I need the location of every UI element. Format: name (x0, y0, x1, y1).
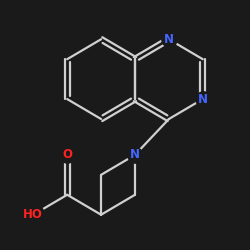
Text: N: N (164, 33, 174, 46)
Text: O: O (62, 148, 72, 162)
Text: HO: HO (23, 208, 43, 221)
Text: N: N (130, 148, 140, 162)
Text: N: N (198, 92, 208, 106)
